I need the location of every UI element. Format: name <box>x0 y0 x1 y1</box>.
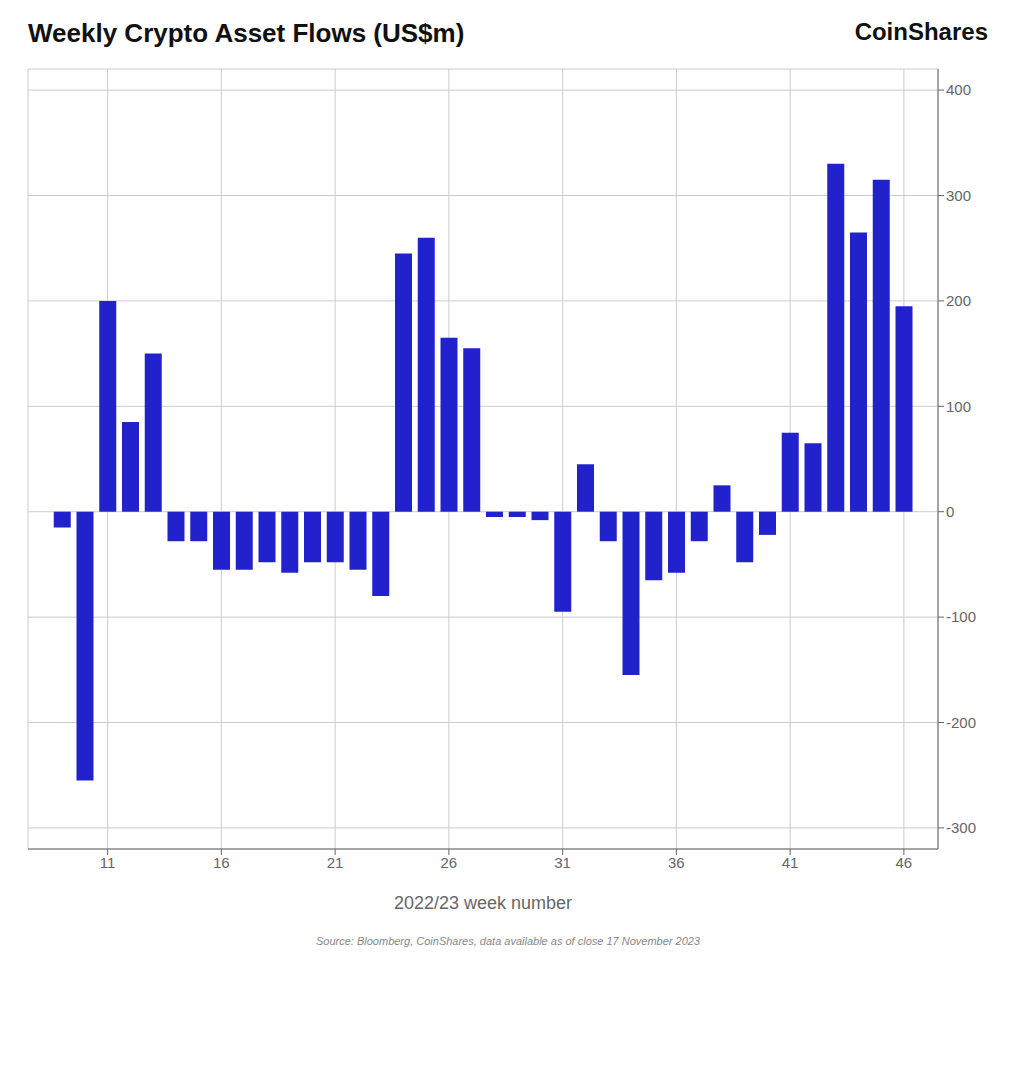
svg-text:100: 100 <box>946 398 971 415</box>
svg-text:300: 300 <box>946 187 971 204</box>
svg-text:0: 0 <box>946 503 954 520</box>
svg-text:41: 41 <box>782 854 799 871</box>
svg-text:2022/23 week number: 2022/23 week number <box>394 893 572 913</box>
svg-text:31: 31 <box>554 854 571 871</box>
svg-text:21: 21 <box>327 854 344 871</box>
svg-text:26: 26 <box>441 854 458 871</box>
svg-text:400: 400 <box>946 81 971 98</box>
svg-text:200: 200 <box>946 292 971 309</box>
html-text:CoinShares: CoinShares <box>854 18 988 45</box>
svg-text:-100: -100 <box>946 608 976 625</box>
svg-text:11: 11 <box>100 854 116 871</box>
svg-text:46: 46 <box>896 854 913 871</box>
html-text:Weekly Crypto Asset Flows (US$: Weekly Crypto Asset Flows (US$m) <box>28 18 465 48</box>
svg-text:-300: -300 <box>946 819 976 836</box>
svg-text:36: 36 <box>668 854 685 871</box>
svg-text:-200: -200 <box>946 714 976 731</box>
html-text:Source: Bloomberg, CoinShares,: Source: Bloomberg, CoinShares, data avai… <box>316 935 700 947</box>
svg-text:16: 16 <box>213 854 230 871</box>
